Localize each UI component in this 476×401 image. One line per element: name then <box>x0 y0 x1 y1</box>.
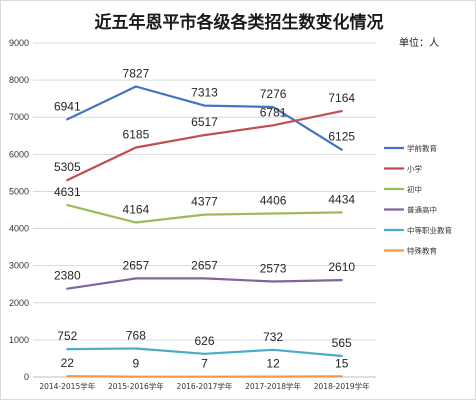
data-label: 2610 <box>328 260 355 274</box>
unit-label: 单位：人 <box>399 36 439 49</box>
data-label: 7276 <box>260 87 287 101</box>
data-label: 6941 <box>54 99 81 113</box>
legend-label: 初中 <box>407 184 422 194</box>
y-axis: 0 1000 2000 3000 4000 5000 6000 7000 8000 9000 <box>9 38 29 382</box>
data-point <box>340 110 343 113</box>
series-line-1 <box>66 109 343 182</box>
data-label: 9 <box>133 357 140 371</box>
data-label: 4164 <box>123 202 150 216</box>
data-label: 732 <box>263 330 283 344</box>
data-point <box>272 124 275 127</box>
data-point <box>66 287 69 290</box>
data-label: 7827 <box>123 67 150 81</box>
data-point <box>340 211 343 214</box>
data-label: 2573 <box>260 262 287 276</box>
data-label: 752 <box>57 329 77 343</box>
y-tick-label: 6000 <box>9 149 29 159</box>
data-label: 4434 <box>328 192 355 206</box>
data-label: 6781 <box>260 105 287 119</box>
data-label: 6517 <box>191 115 218 129</box>
data-point <box>134 347 137 350</box>
series-lines <box>66 85 343 378</box>
data-point <box>66 375 69 378</box>
x-tick-label: 2015-2016学年 <box>108 381 164 391</box>
data-point <box>134 146 137 149</box>
x-axis: 2014-2015学年 2015-2016学年 2016-2017学年 2017-20… <box>33 376 376 391</box>
data-point <box>66 179 69 182</box>
data-label: 4406 <box>260 193 287 207</box>
legend-label: 特殊教育 <box>407 246 437 256</box>
data-point <box>134 375 137 378</box>
data-label: 15 <box>335 356 349 370</box>
series-line-2 <box>66 204 343 224</box>
y-tick-label: 8000 <box>9 75 29 85</box>
data-point <box>203 277 206 280</box>
data-point <box>203 213 206 216</box>
data-label: 2380 <box>54 269 81 283</box>
data-point <box>66 118 69 121</box>
data-point <box>66 204 69 207</box>
x-tick-label: 2017-2018学年 <box>245 381 301 391</box>
y-tick-label: 3000 <box>9 261 29 271</box>
gridlines <box>33 42 376 378</box>
data-label: 4631 <box>54 185 81 199</box>
series-line-3 <box>66 277 343 290</box>
y-tick-label: 0 <box>24 372 29 382</box>
data-point <box>340 279 343 282</box>
data-point <box>340 375 343 378</box>
y-tick-label: 2000 <box>9 298 29 308</box>
legend-label: 普通高中 <box>407 205 437 215</box>
data-label: 5305 <box>54 160 81 174</box>
data-label: 565 <box>332 336 352 350</box>
data-point <box>134 277 137 280</box>
legend-label: 学前教育 <box>407 143 437 153</box>
y-tick-label: 4000 <box>9 224 29 234</box>
data-label: 7 <box>201 357 208 371</box>
x-tick-label: 2014-2015学年 <box>39 381 95 391</box>
data-point <box>272 348 275 351</box>
data-point <box>272 375 275 378</box>
series-line-4 <box>66 347 343 358</box>
data-point <box>272 212 275 215</box>
y-tick-label: 9000 <box>9 38 29 48</box>
legend-label: 小学 <box>407 164 422 174</box>
data-point <box>134 85 137 88</box>
data-label: 7164 <box>328 91 355 105</box>
data-labels: 6941 7827 7313 7276 6125 5305 6185 6517 6781 7164… <box>54 67 355 371</box>
x-tick-label: 2016-2017学年 <box>177 381 233 391</box>
data-label: 626 <box>194 334 214 348</box>
data-point <box>203 134 206 137</box>
x-tick-label: 2018-2019学年 <box>314 381 370 391</box>
data-label: 6185 <box>123 127 150 141</box>
data-point <box>340 148 343 151</box>
data-point <box>134 221 137 224</box>
data-label: 2657 <box>123 258 150 272</box>
data-label: 2657 <box>191 258 218 272</box>
chart-title: 近五年恩平市各级各类招生数变化情况 <box>95 12 384 33</box>
data-point <box>203 352 206 355</box>
y-tick-label: 1000 <box>9 335 29 345</box>
data-label: 12 <box>266 357 280 371</box>
data-point <box>203 375 206 378</box>
legend-label: 中等职业教育 <box>407 225 452 235</box>
y-tick-label: 7000 <box>9 112 29 122</box>
data-point <box>203 104 206 107</box>
data-point <box>66 347 69 350</box>
data-label: 22 <box>61 356 75 370</box>
y-tick-label: 5000 <box>9 186 29 196</box>
series-line-5 <box>66 375 343 378</box>
data-label: 6125 <box>328 130 355 144</box>
data-label: 7313 <box>191 86 218 100</box>
data-label: 768 <box>126 328 146 342</box>
data-point <box>272 280 275 283</box>
data-label: 4377 <box>191 195 218 209</box>
